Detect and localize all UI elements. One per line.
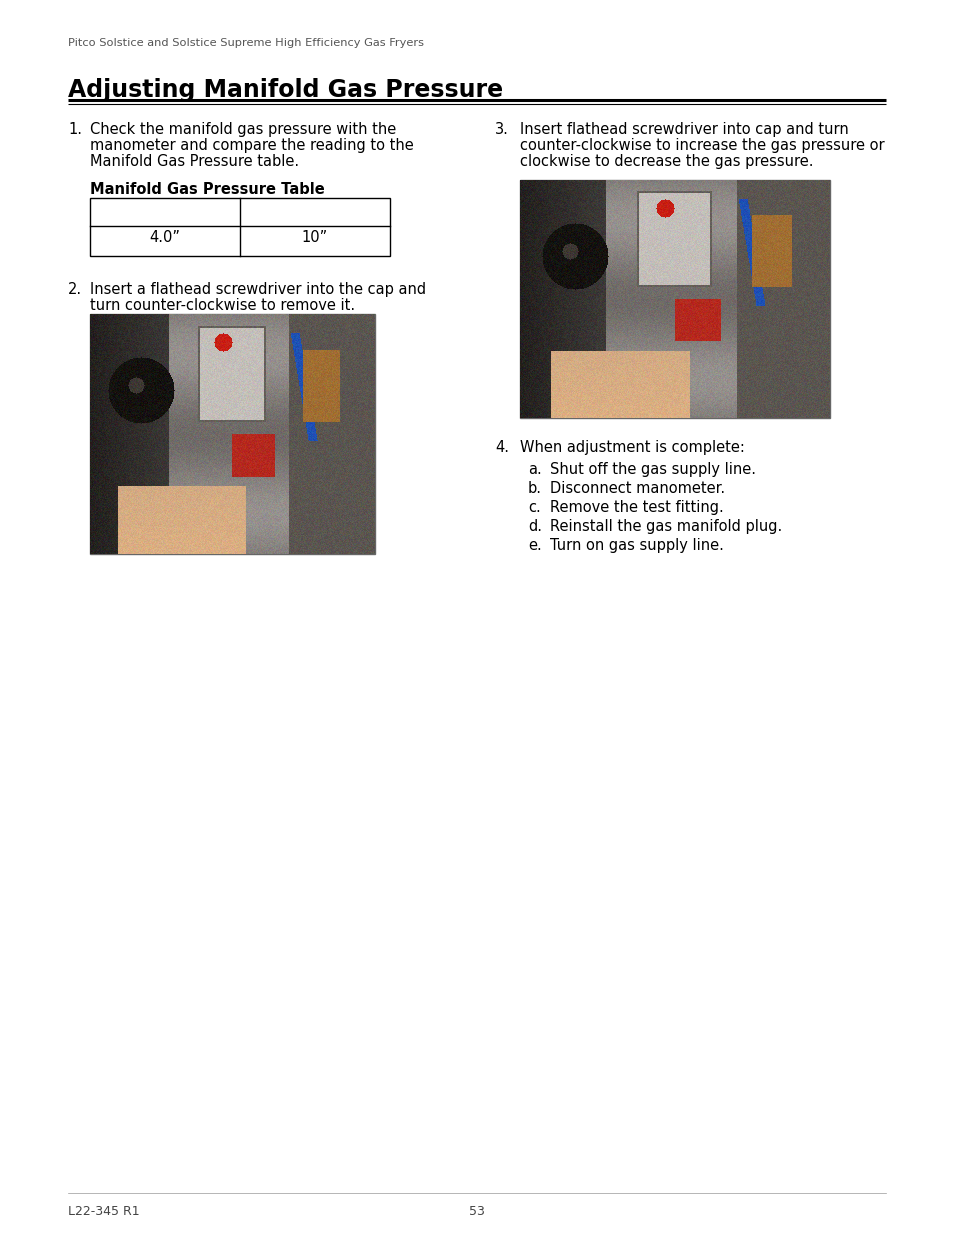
Text: 2.: 2. [68, 282, 82, 296]
Text: 4.0”: 4.0” [150, 231, 180, 246]
Text: 3.: 3. [495, 122, 508, 137]
Bar [90, 198, 390, 256]
Text: Remove the test fitting.: Remove the test fitting. [550, 500, 723, 515]
Text: When adjustment is complete:: When adjustment is complete: [519, 440, 744, 454]
Text: manometer and compare the reading to the: manometer and compare the reading to the [90, 138, 414, 153]
Text: Reinstall the gas manifold plug.: Reinstall the gas manifold plug. [550, 519, 781, 534]
Text: Insert flathead screwdriver into cap and turn: Insert flathead screwdriver into cap and… [519, 122, 848, 137]
Text: Disconnect manometer.: Disconnect manometer. [550, 480, 724, 496]
Text: 1.: 1. [68, 122, 82, 137]
Text: Shut off the gas supply line.: Shut off the gas supply line. [550, 462, 755, 477]
Text: c.: c. [527, 500, 540, 515]
Text: 53: 53 [469, 1205, 484, 1218]
Text: Manifold Gas Pressure table.: Manifold Gas Pressure table. [90, 154, 299, 169]
Text: Turn on gas supply line.: Turn on gas supply line. [550, 538, 723, 553]
Text: L22-345 R1: L22-345 R1 [68, 1205, 139, 1218]
Text: clockwise to decrease the gas pressure.: clockwise to decrease the gas pressure. [519, 154, 813, 169]
Text: 10”: 10” [301, 231, 328, 246]
Text: 4.: 4. [495, 440, 509, 454]
Text: Pitco Solstice and Solstice Supreme High Efficiency Gas Fryers: Pitco Solstice and Solstice Supreme High… [68, 38, 423, 48]
Text: d.: d. [527, 519, 541, 534]
Text: Adjusting Manifold Gas Pressure: Adjusting Manifold Gas Pressure [68, 78, 502, 103]
Text: turn counter-clockwise to remove it.: turn counter-clockwise to remove it. [90, 298, 355, 312]
Bar [90, 314, 375, 555]
Bar [519, 180, 829, 417]
Text: a.: a. [527, 462, 541, 477]
Text: e.: e. [527, 538, 541, 553]
Text: Manifold Gas Pressure Table: Manifold Gas Pressure Table [90, 182, 324, 198]
Text: Insert a flathead screwdriver into the cap and: Insert a flathead screwdriver into the c… [90, 282, 426, 296]
Text: Check the manifold gas pressure with the: Check the manifold gas pressure with the [90, 122, 395, 137]
Text: b.: b. [527, 480, 541, 496]
Text: counter-clockwise to increase the gas pressure or: counter-clockwise to increase the gas pr… [519, 138, 883, 153]
